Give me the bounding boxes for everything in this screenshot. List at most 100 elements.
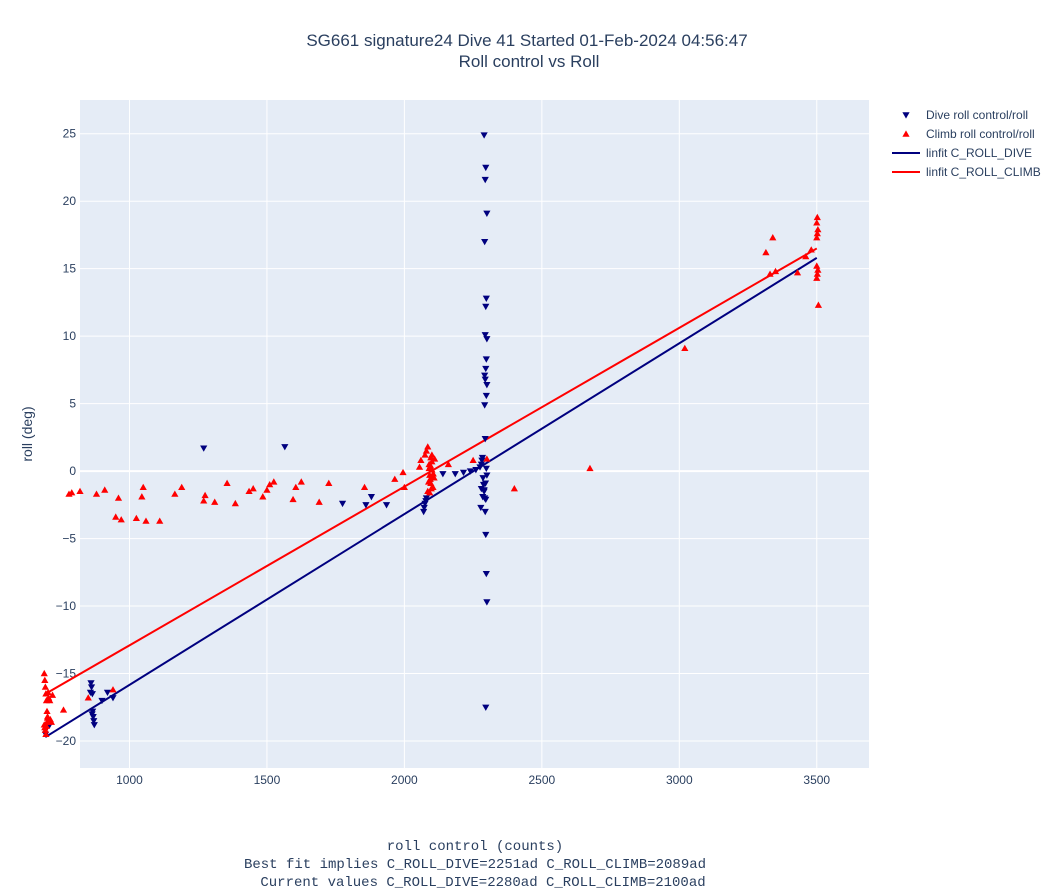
dive-point [479,475,487,482]
climb-point [813,234,821,241]
climb-point [429,483,437,491]
climb-point [483,455,491,462]
tick-labels: 1000 1500 2000 2500 3000 3500 −20 −15 −10 −5 0 5 10 1… [56,127,831,787]
dive-point [90,718,98,725]
climb-point [59,706,68,713]
climb-point [444,460,452,468]
dive-point [367,494,376,501]
x-tick-label: 2000 [391,773,418,787]
dive-point [478,454,487,462]
climb-point [813,219,821,226]
climb-point [813,270,821,277]
climb-point [813,213,821,221]
climb-point [270,478,278,485]
climb-point [46,696,54,704]
dive-point [422,495,430,502]
dive-point [87,680,95,687]
climb-point [84,694,92,701]
climb-point [138,493,146,500]
dive-point [200,445,208,452]
climb-point [422,447,430,454]
y-tick-label: 15 [63,262,77,276]
climb-point [807,246,815,253]
climb-point [802,252,810,260]
climb-point [200,497,208,504]
climb-point [201,491,209,499]
dive-point [420,504,428,512]
y-tick-label: 5 [69,397,76,411]
dive-point [482,392,490,400]
dive-point [382,502,391,509]
dive-point [482,465,490,473]
dive-point [451,471,459,478]
x-tick-label: 3500 [803,773,830,787]
climb-point [399,468,407,476]
y-tick-label: −10 [56,599,77,613]
dive-point [483,472,491,479]
dive-point [483,382,491,389]
legend-label: linfit C_ROLL_DIVE [926,146,1032,160]
x-tick-label: 3000 [666,773,693,787]
x-axis-note-best-fit: Best fit implies C_ROLL_DIVE=2251ad C_RO… [244,857,706,873]
climb-point [41,683,49,690]
dive-point [483,599,491,606]
dive-point [481,480,490,487]
climb-point [42,730,50,737]
legend-label: Dive roll control/roll [926,108,1028,122]
legend-label: Climb roll control/roll [926,127,1035,141]
climb-point [315,498,323,505]
climb-point [426,489,434,496]
climb-point [44,688,52,696]
dive-point [481,508,489,516]
dive-point [482,295,490,302]
climb-point [813,262,821,269]
climb-point [68,489,76,496]
dive-point [481,176,489,184]
climb-point [43,707,51,715]
grid-lines [80,100,869,768]
climb-point [417,456,425,464]
dive-point [109,695,117,702]
dive-point [483,210,491,217]
dive-point [481,372,489,379]
climb-point [117,516,125,523]
climb-point [424,443,432,450]
dive-point [477,504,485,512]
climb-point [793,269,802,276]
dive-point [482,704,490,711]
climb-point [400,483,408,491]
dive-point [482,570,490,578]
dive-point [422,498,430,505]
climb-point [510,485,518,492]
climb-point [289,495,297,503]
dive-point [466,468,474,475]
climb-point [42,722,51,729]
climb-point [114,494,123,501]
dive-point [439,471,447,478]
climb-point [297,478,305,485]
dive-point [480,132,488,139]
dive-point [481,376,489,383]
climb-point [415,463,424,470]
dive-point [482,356,490,363]
x-axis-title: roll control (counts) [387,839,563,855]
climb-point [41,726,49,733]
climb-point [814,301,823,308]
dive-point [482,303,490,311]
dive-point [459,469,468,477]
climb-point [762,248,770,256]
y-axis-title: roll (deg) [19,406,35,461]
climb-point [112,513,120,520]
climb-point [171,490,179,497]
x-tick-label: 1000 [116,773,143,787]
dive-fit-line [45,257,818,738]
dive-point [472,467,480,474]
y-tick-label: 20 [63,194,77,208]
dive-point [90,722,98,729]
climb-point [814,225,822,233]
dive-point [482,531,490,539]
climb-point [681,344,689,352]
climb-point [76,487,84,495]
x-tick-label: 1500 [254,773,281,787]
